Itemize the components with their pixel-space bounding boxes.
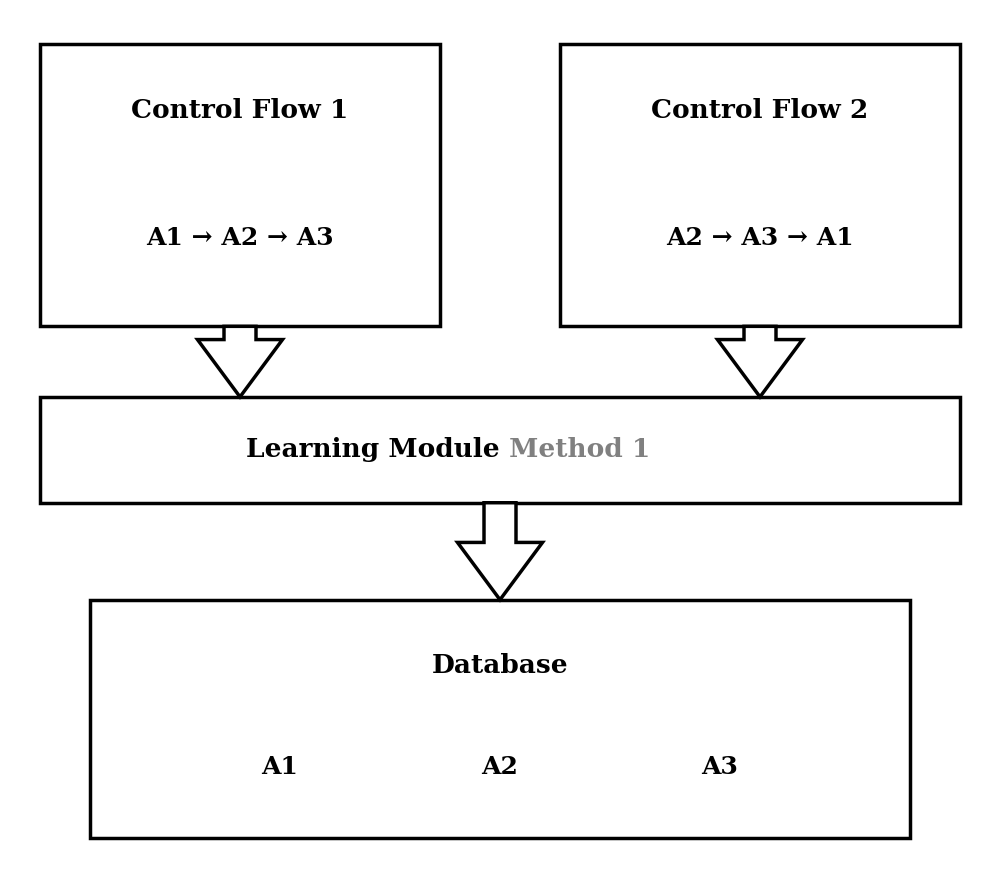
Polygon shape (198, 326, 283, 397)
FancyBboxPatch shape (560, 44, 960, 326)
Text: Learning Module: Learning Module (246, 437, 500, 462)
Text: A3: A3 (702, 755, 738, 780)
Polygon shape (718, 326, 802, 397)
FancyBboxPatch shape (90, 600, 910, 838)
Text: Method 1: Method 1 (500, 437, 650, 462)
Polygon shape (458, 503, 542, 600)
Text: Database: Database (432, 654, 568, 678)
Text: A2: A2 (482, 755, 518, 780)
Text: A1: A1 (262, 755, 298, 780)
FancyBboxPatch shape (40, 397, 960, 503)
Text: Control Flow 1: Control Flow 1 (131, 98, 349, 123)
Text: A2 → A3 → A1: A2 → A3 → A1 (666, 226, 854, 250)
Text: Control Flow 2: Control Flow 2 (651, 98, 869, 123)
Text: A1 → A2 → A3: A1 → A2 → A3 (146, 226, 334, 250)
FancyBboxPatch shape (40, 44, 440, 326)
